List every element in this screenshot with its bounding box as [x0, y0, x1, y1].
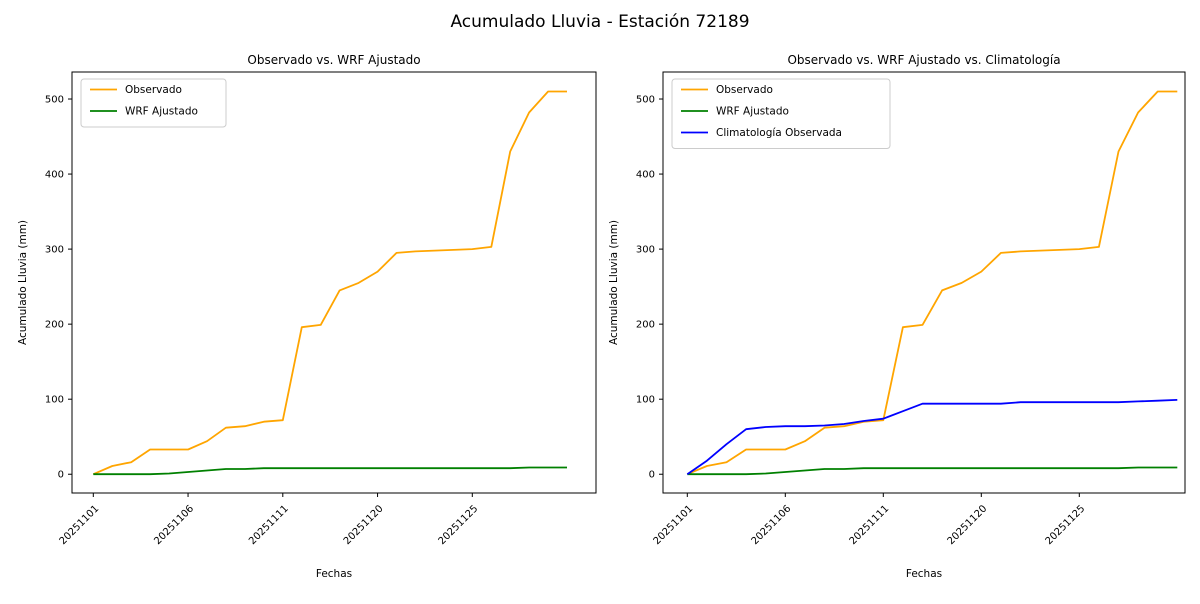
x-tick-label: 20251125 [437, 503, 481, 547]
axes-title: Observado vs. WRF Ajustado vs. Climatolo… [787, 53, 1060, 67]
series-line-wrf-ajustado [93, 466, 567, 476]
x-tick-label: 20251120 [946, 503, 990, 547]
legend-label: Observado [716, 84, 773, 96]
chart-observado-vs-wrf-vs-climatologia: 0 100 200 300 400 500 20251101 20251106 20251111… [608, 53, 1186, 580]
y-axis-label: Acumulado Lluvia (mm) [608, 220, 620, 345]
x-tick-label: 20251101 [652, 503, 696, 547]
x-tick-label: 20251111 [247, 503, 291, 547]
x-axis-label: Fechas [316, 568, 352, 580]
legend-label: WRF Ajustado [125, 106, 198, 118]
y-tick-label: 300 [636, 245, 655, 256]
y-tick-label: 100 [636, 395, 655, 406]
x-tick-label: 20251120 [342, 503, 386, 547]
series-line-climatolog-a-observada [686, 399, 1178, 475]
y-tick-label: 200 [636, 320, 655, 331]
x-tick-label: 20251111 [848, 503, 892, 547]
axes-spines [662, 71, 1186, 494]
y-tick-label: 0 [58, 470, 64, 481]
x-tick-label: 20251101 [58, 503, 102, 547]
y-tick-label: 0 [649, 470, 655, 481]
y-tick-label: 500 [45, 95, 64, 106]
axes-spines [71, 71, 597, 494]
figure-suptitle: Acumulado Lluvia - Estación 72189 [450, 12, 749, 32]
y-tick-label: 200 [45, 320, 64, 331]
y-tick-label: 400 [636, 170, 655, 181]
legend-box [671, 78, 891, 149]
legend-label: Climatología Observada [716, 127, 842, 139]
legend-label: WRF Ajustado [716, 106, 789, 118]
y-tick-label: 100 [45, 395, 64, 406]
x-tick-label: 20251106 [152, 503, 196, 547]
y-tick-label: 400 [45, 170, 64, 181]
axes-title: Observado vs. WRF Ajustado [247, 53, 420, 67]
x-axis-label: Fechas [906, 568, 942, 580]
series-line-wrf-ajustado [687, 466, 1178, 476]
series-line-observado [92, 90, 567, 476]
x-tick-label: 20251106 [750, 503, 794, 547]
chart-observado-vs-wrf: 0 100 200 300 400 500 20251101 20251106 20251111… [17, 53, 597, 580]
legend-label: Observado [125, 84, 182, 96]
legend-box [80, 78, 227, 128]
y-axis-label: Acumulado Lluvia (mm) [17, 220, 29, 345]
y-tick-label: 300 [45, 245, 64, 256]
y-tick-label: 500 [636, 95, 655, 106]
series-line-observado [686, 90, 1178, 476]
x-tick-label: 20251125 [1044, 503, 1088, 547]
